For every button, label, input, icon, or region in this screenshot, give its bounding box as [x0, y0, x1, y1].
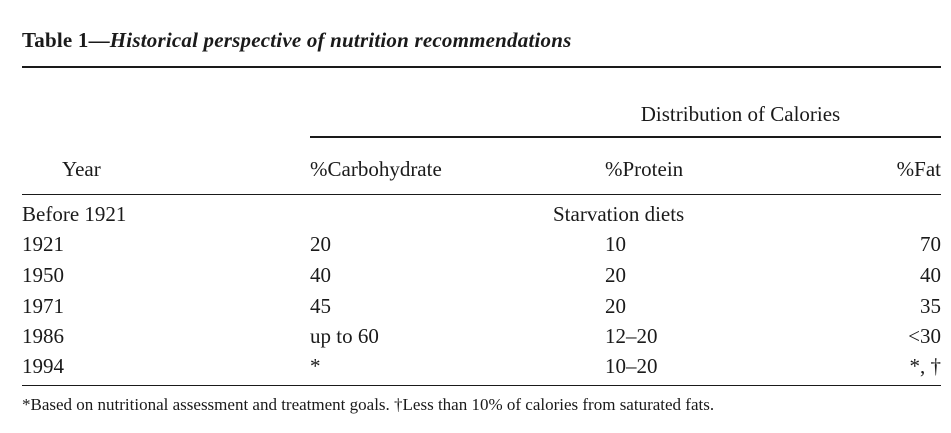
cell-protein: 20	[605, 294, 626, 318]
cell-year: 1950	[22, 263, 64, 287]
header-fat: %Fat	[896, 157, 941, 181]
cell-carbohydrate: 40	[310, 263, 331, 287]
table-row: 1994 * 10–20 *, †	[0, 354, 951, 384]
cell-protein: 10	[605, 232, 626, 256]
cell-fat: 70	[920, 232, 941, 256]
table-row: 1950 40 20 40	[0, 263, 951, 293]
cell-carbohydrate: 45	[310, 294, 331, 318]
table-title: Historical perspective of nutrition reco…	[109, 28, 572, 52]
cell-fat: 35	[920, 294, 941, 318]
cell-year: 1994	[22, 354, 64, 378]
table-row: 1921 20 10 70	[0, 232, 951, 262]
table-row: 1986 up to 60 12–20 <30	[0, 324, 951, 354]
table-caption: Table 1—Historical perspective of nutrit…	[22, 28, 571, 53]
cell-protein: 10–20	[605, 354, 658, 378]
cell-year: 1986	[22, 324, 64, 348]
table-row: 1971 45 20 35	[0, 294, 951, 324]
cell-year: Before 1921	[22, 202, 127, 226]
top-rule	[22, 66, 941, 68]
table-footnote: *Based on nutritional assessment and tre…	[22, 395, 715, 414]
cell-carbohydrate: up to 60	[310, 324, 379, 348]
cell-fat: 40	[920, 263, 941, 287]
cell-year: 1971	[22, 294, 64, 318]
header-protein: %Protein	[605, 157, 684, 181]
cell-carbohydrate: 20	[310, 232, 331, 256]
cell-carbohydrate: *	[310, 354, 321, 378]
header-carbohydrate: %Carbohydrate	[310, 157, 442, 181]
cell-fat: <30	[908, 324, 941, 348]
header-year: Year	[62, 157, 101, 181]
cell-protein: 12–20	[605, 324, 658, 348]
spanner-rule	[310, 136, 941, 138]
cell-span-note: Starvation diets	[553, 202, 685, 226]
cell-protein: 20	[605, 263, 626, 287]
table-row: Before 1921 Starvation diets	[0, 202, 951, 232]
header-rule	[22, 194, 941, 195]
cell-fat: *, †	[909, 354, 942, 378]
bottom-rule	[22, 385, 941, 386]
cell-year: 1921	[22, 232, 64, 256]
table-label: Table 1—	[22, 28, 110, 52]
column-spanner: Distribution of Calories	[640, 102, 841, 126]
